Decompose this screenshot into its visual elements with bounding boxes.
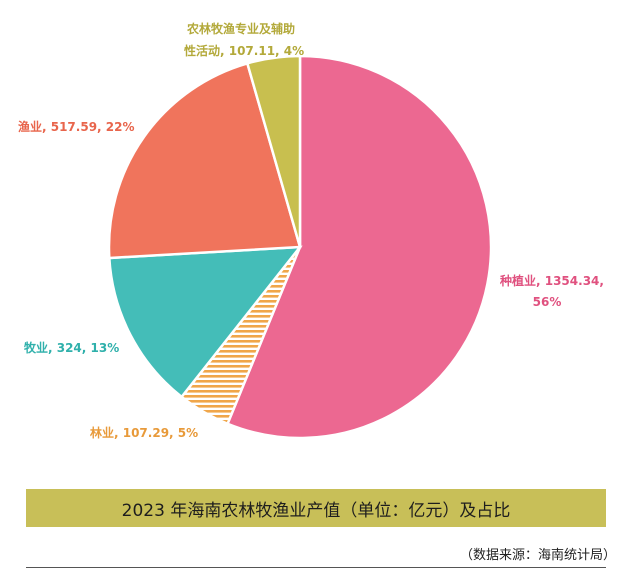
slice-label-2: 牧业, 324, 13% [24,340,119,355]
pie-slice-2 [107,245,303,399]
chart-title: 2023 年海南农林牧渔业产值（单位：亿元）及占比 [26,489,606,527]
pie-chart: 种植业, 1354.34, 56% 林业, 107.29, 5% 牧业, 324, 1… [18,21,604,440]
slice-label-1: 林业, 107.29, 5% [90,425,198,440]
pie-slice-4 [245,54,302,248]
pie-slice-3 [107,61,302,260]
data-source: （数据来源：海南统计局） [459,548,616,563]
divider [26,567,606,568]
pie-slice-0 [225,54,493,440]
slice-label-0-line2: 56% [533,295,562,309]
slice-label-4-line2: 性活动, 107.11, 4% [183,43,304,58]
slice-label-4: 农林牧渔专业及辅助 [186,21,295,36]
slice-label-3: 渔业, 517.59, 22% [18,119,135,134]
slice-label-0: 种植业, 1354.34, [499,273,604,288]
